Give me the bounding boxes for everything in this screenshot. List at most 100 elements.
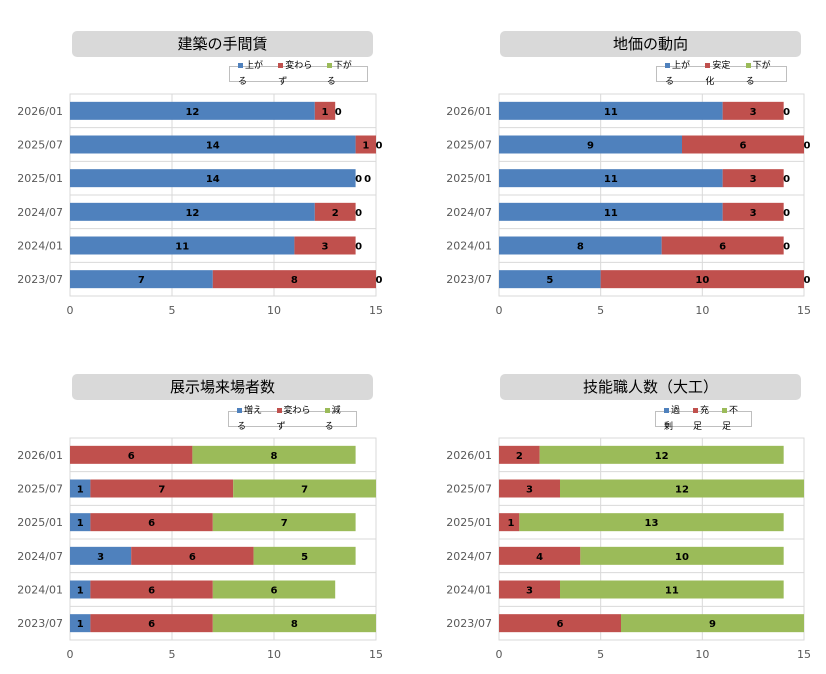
- y-category-label: 2024/07: [446, 206, 492, 219]
- data-label: 5: [546, 275, 553, 286]
- data-label: 3: [750, 208, 757, 219]
- data-label: 0: [783, 208, 790, 219]
- data-label: 3: [750, 107, 757, 118]
- legend-item: 充足: [693, 403, 714, 435]
- bar-segment: [560, 580, 784, 599]
- data-label: 11: [665, 586, 679, 597]
- bar-segment: [499, 580, 560, 599]
- data-label: 1: [77, 586, 84, 597]
- legend-swatch: [238, 63, 243, 68]
- bar-segment: [722, 202, 784, 221]
- data-label: 0: [364, 174, 371, 185]
- data-label: 6: [740, 141, 747, 152]
- data-label: 12: [185, 107, 199, 118]
- bar-segment: [70, 580, 91, 599]
- data-label: 8: [291, 619, 298, 630]
- data-label: 10: [675, 552, 689, 563]
- bar-segment: [499, 101, 723, 120]
- legend-swatch: [705, 63, 711, 68]
- bar-segment: [499, 135, 682, 154]
- data-label: 11: [604, 174, 618, 185]
- bar-segment: [499, 445, 540, 464]
- x-tick-label: 0: [496, 648, 503, 661]
- legend-swatch: [693, 408, 698, 413]
- data-label: 14: [206, 174, 220, 185]
- x-tick-label: 15: [797, 304, 811, 317]
- y-category-label: 2024/01: [446, 584, 492, 597]
- bar-segment: [621, 614, 804, 633]
- bar-segment: [560, 479, 804, 498]
- legend-label: 充足: [693, 406, 710, 432]
- data-label: 8: [577, 242, 584, 253]
- bar-segment: [70, 479, 91, 498]
- bar-segment: [70, 169, 356, 188]
- chart-legend: 上がる 安定化 下がる: [656, 61, 787, 87]
- data-label: 14: [206, 141, 220, 152]
- bar-segment: [661, 236, 784, 255]
- y-category-label: 2024/01: [446, 240, 492, 253]
- y-category-label: 2025/07: [17, 139, 63, 152]
- data-label: 0: [804, 275, 811, 286]
- data-label: 1: [508, 518, 515, 529]
- legend-label: 変わらず: [276, 406, 311, 432]
- data-label: 11: [604, 107, 618, 118]
- data-label: 8: [291, 275, 298, 286]
- x-tick-label: 10: [695, 304, 709, 317]
- x-tick-label: 15: [797, 648, 811, 661]
- y-category-label: 2025/01: [446, 516, 492, 529]
- legend-item: 増える: [237, 403, 269, 435]
- legend-swatch: [722, 408, 727, 413]
- data-label: 2: [516, 451, 523, 462]
- x-tick-label: 5: [597, 304, 604, 317]
- data-label: 9: [709, 619, 716, 630]
- y-category-label: 2023/07: [17, 273, 63, 286]
- x-tick-label: 15: [369, 648, 383, 661]
- legend-label: 下がる: [326, 61, 352, 87]
- y-category-label: 2025/07: [446, 139, 492, 152]
- bar-segment: [90, 513, 213, 532]
- data-label: 8: [271, 451, 278, 462]
- y-category-label: 2023/07: [446, 617, 492, 630]
- data-label: 6: [189, 552, 196, 563]
- bar-segment: [355, 135, 376, 154]
- x-tick-label: 0: [67, 304, 74, 317]
- legend-swatch: [278, 63, 284, 68]
- data-label: 3: [526, 485, 533, 496]
- legend-item: 安定化: [705, 58, 737, 90]
- bar-segment: [70, 445, 193, 464]
- data-label: 12: [675, 485, 689, 496]
- legend-swatch: [237, 408, 242, 413]
- data-label: 13: [645, 518, 659, 529]
- legend-label: 過剰: [664, 406, 681, 432]
- chart-title: 建築の手間賃: [72, 31, 373, 57]
- bar-segment: [70, 513, 91, 532]
- bar-segment: [499, 513, 520, 532]
- bar-segment: [212, 614, 376, 633]
- legend-item: 不足: [722, 403, 743, 435]
- x-tick-label: 5: [169, 648, 176, 661]
- data-label: 0: [376, 275, 383, 286]
- legend-swatch: [324, 408, 330, 413]
- bar-segment: [314, 101, 336, 120]
- legend-item: 過剰: [664, 403, 685, 435]
- bar-segment: [539, 445, 784, 464]
- bar-segment: [499, 169, 723, 188]
- x-tick-label: 0: [67, 648, 74, 661]
- y-category-label: 2024/01: [17, 240, 63, 253]
- bar-segment: [70, 101, 315, 120]
- data-label: 12: [655, 451, 669, 462]
- bar-segment: [499, 202, 723, 221]
- bar-segment: [682, 135, 804, 154]
- data-label: 6: [148, 586, 155, 597]
- data-label: 0: [335, 107, 342, 118]
- data-label: 3: [526, 586, 533, 597]
- bar-segment: [70, 236, 295, 255]
- bar-segment: [212, 270, 376, 289]
- data-label: 0: [355, 174, 362, 185]
- legend-item: 上がる: [238, 58, 270, 90]
- bar-segment: [212, 513, 356, 532]
- y-category-label: 2023/07: [17, 617, 63, 630]
- data-label: 0: [783, 174, 790, 185]
- chart-legend: 過剰 充足 不足: [655, 406, 752, 432]
